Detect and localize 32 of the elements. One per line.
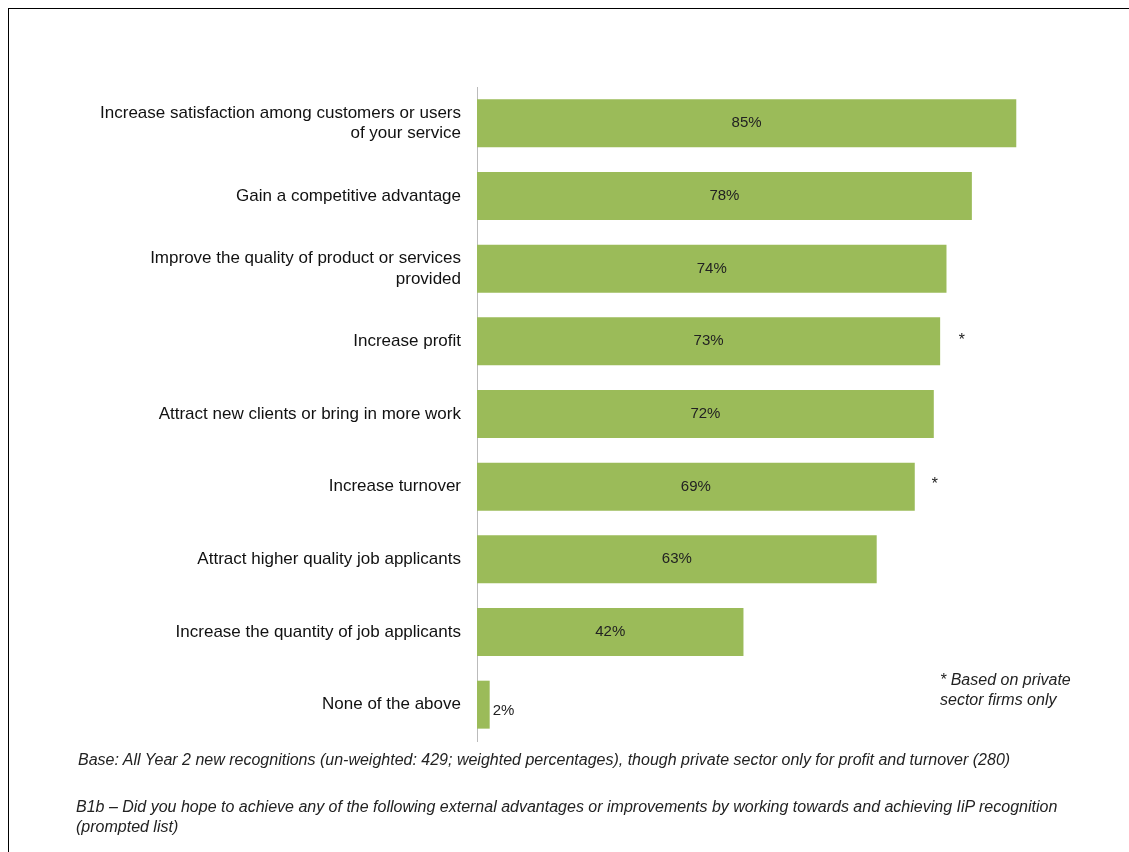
bar: [477, 462, 915, 511]
y-tick-label: Increase the quantity of job applicants: [175, 621, 461, 641]
data-label: 42%: [595, 622, 626, 640]
data-label: 73%: [693, 331, 724, 349]
y-tick-label: Increase satisfaction among customers or users of your service: [100, 102, 461, 143]
bar: [477, 172, 972, 220]
y-tick-label: Gain a competitive advantage: [236, 185, 461, 205]
data-label: 69%: [680, 476, 711, 494]
y-tick-label: Increase turnover: [328, 476, 462, 496]
bar: [477, 608, 744, 656]
y-tick-label: Attract higher quality job applicants: [197, 549, 461, 569]
annotation: *: [958, 330, 966, 350]
y-tick-label: None of the above: [322, 694, 461, 714]
data-label: 78%: [709, 186, 740, 204]
data-label: 2%: [492, 700, 515, 718]
bar: [477, 244, 947, 293]
text: B1b – Did you hope to achieve any of the following external advantages or improvements by working towards and achieving IiP recognition (prompted list): [76, 797, 1059, 837]
annotation: * Based on private sector firms only: [940, 670, 1072, 710]
y-tick-label: Improve the quality of product or services provided: [150, 248, 461, 288]
text: Base: All Year 2 new recognitions (un-weighted: 429; weighted percentages), though private sector only for profit and turnover (280): [78, 750, 1012, 770]
bar: [477, 99, 1017, 148]
y-tick-label: Attract new clients or bring in more work: [158, 403, 462, 423]
bar: [477, 535, 877, 584]
data-label: 72%: [690, 404, 721, 422]
bar: [477, 317, 941, 366]
bar: [477, 390, 934, 438]
y-tick-label: Increase profit: [353, 331, 462, 351]
annotation: *: [931, 474, 939, 494]
data-label: 63%: [661, 549, 692, 567]
data-label: 85%: [731, 113, 762, 131]
bar: [477, 680, 490, 729]
data-label: 74%: [696, 258, 727, 276]
